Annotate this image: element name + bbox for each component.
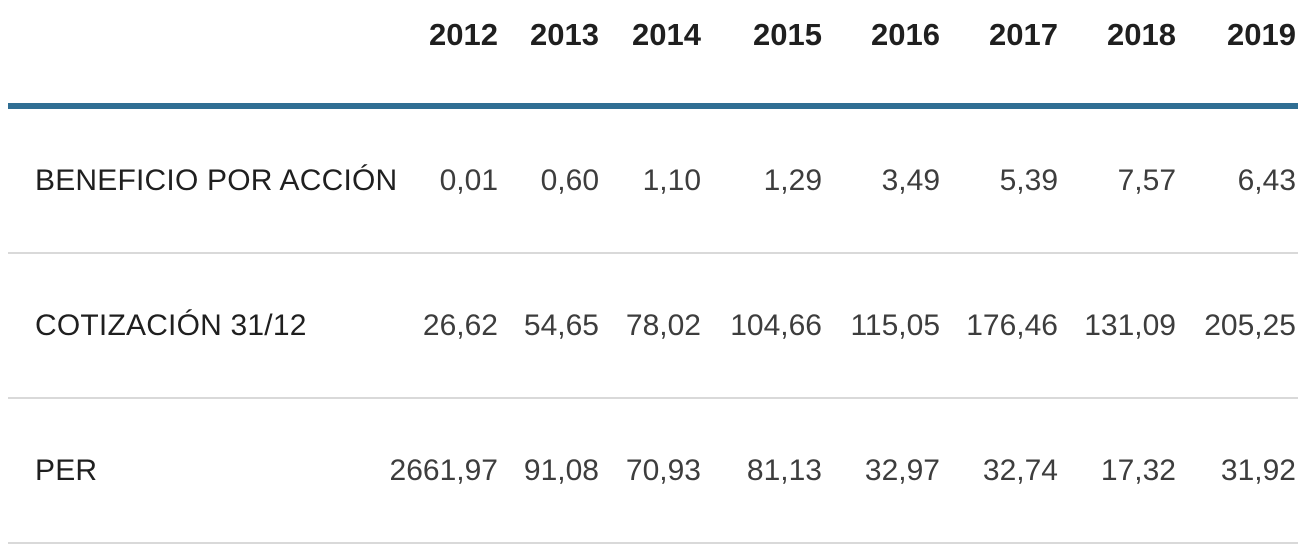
table-cell: 7,57 — [1060, 109, 1178, 254]
table-row-beneficio-por-accion: BENEFICIO POR ACCIÓN 0,01 0,60 1,10 1,29… — [8, 109, 1298, 254]
table-row-per: PER 2661,97 91,08 70,93 81,13 32,97 32,7… — [8, 399, 1298, 544]
empty-header-cell — [8, 0, 388, 109]
year-column-header: 2013 — [500, 0, 601, 109]
table-cell: 17,32 — [1060, 399, 1178, 544]
table-cell: 31,92 — [1178, 399, 1298, 544]
row-label: COTIZACIÓN 31/12 — [8, 254, 388, 399]
year-column-header: 2015 — [703, 0, 824, 109]
table-cell: 0,60 — [500, 109, 601, 254]
row-label: PER — [8, 399, 388, 544]
table-cell: 2661,97 — [388, 399, 500, 544]
table-cell: 0,01 — [388, 109, 500, 254]
table-cell: 104,66 — [703, 254, 824, 399]
year-header-row: 2012 2013 2014 2015 2016 2017 2018 2019 — [8, 0, 1298, 109]
year-column-header: 2019 — [1178, 0, 1298, 109]
table-cell: 1,10 — [601, 109, 703, 254]
table-cell: 5,39 — [942, 109, 1060, 254]
table-cell: 70,93 — [601, 399, 703, 544]
table-cell: 131,09 — [1060, 254, 1178, 399]
table-cell: 115,05 — [824, 254, 942, 399]
table-cell: 3,49 — [824, 109, 942, 254]
table-cell: 54,65 — [500, 254, 601, 399]
table-cell: 26,62 — [388, 254, 500, 399]
table-cell: 6,43 — [1178, 109, 1298, 254]
year-column-header: 2017 — [942, 0, 1060, 109]
table-cell: 78,02 — [601, 254, 703, 399]
table-row-cotizacion: COTIZACIÓN 31/12 26,62 54,65 78,02 104,6… — [8, 254, 1298, 399]
table-cell: 1,29 — [703, 109, 824, 254]
table-cell: 91,08 — [500, 399, 601, 544]
table-cell: 32,97 — [824, 399, 942, 544]
table-cell: 205,25 — [1178, 254, 1298, 399]
year-column-header: 2018 — [1060, 0, 1178, 109]
year-column-header: 2012 — [388, 0, 500, 109]
financial-metrics-table: 2012 2013 2014 2015 2016 2017 2018 2019 … — [8, 0, 1298, 544]
year-column-header: 2014 — [601, 0, 703, 109]
row-label: BENEFICIO POR ACCIÓN — [8, 109, 397, 254]
table-cell: 176,46 — [942, 254, 1060, 399]
table-cell: 81,13 — [703, 399, 824, 544]
table-cell: 32,74 — [942, 399, 1060, 544]
year-column-header: 2016 — [824, 0, 942, 109]
